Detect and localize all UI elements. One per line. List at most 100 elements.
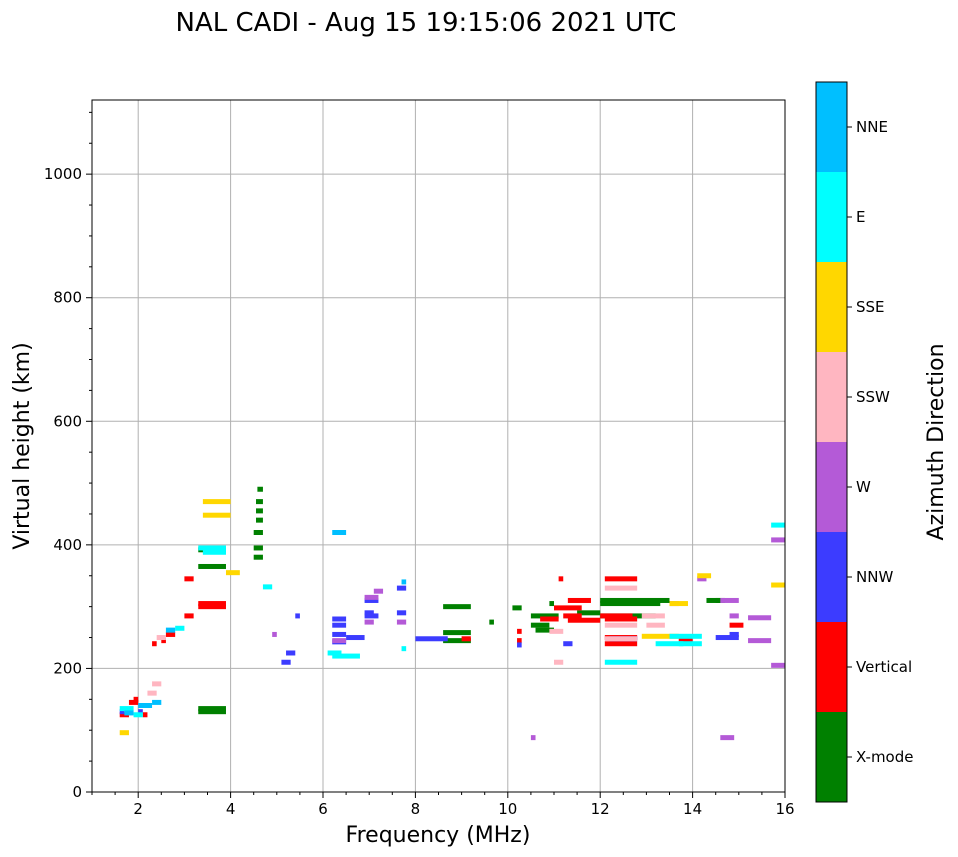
series-e <box>119 522 785 718</box>
series-sse <box>119 499 785 736</box>
echo-mark <box>554 605 582 611</box>
colorbar-segment <box>816 172 847 262</box>
colorbar-tick-label: X-mode <box>856 748 913 766</box>
echo-mark <box>147 690 157 696</box>
echo-mark <box>646 622 665 628</box>
echo-mark <box>332 530 347 535</box>
echo-mark <box>729 631 739 637</box>
echo-mark <box>540 616 559 622</box>
echo-mark <box>720 735 735 741</box>
echo-mark <box>332 638 347 644</box>
echo-mark <box>655 641 684 647</box>
echo-mark <box>257 486 263 492</box>
echo-mark <box>600 613 633 619</box>
echo-mark <box>152 681 162 687</box>
echo-mark <box>771 662 785 668</box>
echo-mark <box>262 584 273 590</box>
x-tick-label: 14 <box>683 800 702 818</box>
echo-mark <box>697 573 712 579</box>
echo-mark <box>175 625 185 631</box>
echo-mark <box>748 638 772 644</box>
colorbar-tick-label: NNE <box>856 118 888 136</box>
echo-mark <box>554 659 564 665</box>
echo-mark <box>138 703 153 708</box>
echo-mark <box>720 597 739 603</box>
echo-mark <box>443 638 471 644</box>
echo-mark <box>604 659 638 665</box>
data-marks <box>119 486 785 741</box>
series-ssw <box>147 585 665 696</box>
echo-mark <box>517 642 522 648</box>
echo-mark <box>600 601 661 607</box>
chart-title: NAL CADI - Aug 15 19:15:06 2021 UTC <box>176 8 677 38</box>
echo-mark <box>567 617 601 623</box>
echo-mark <box>641 633 679 639</box>
echo-mark <box>567 597 591 603</box>
echo-mark <box>142 712 148 718</box>
echo-mark <box>604 576 638 582</box>
echo-mark <box>133 696 139 702</box>
echo-mark <box>748 615 772 621</box>
colorbar-segment <box>816 352 847 442</box>
echo-mark <box>256 499 263 505</box>
x-tick-label: 2 <box>133 800 143 818</box>
echo-mark <box>332 616 347 622</box>
echo-mark <box>161 638 166 644</box>
echo-mark <box>332 631 347 637</box>
echo-mark <box>332 622 347 628</box>
echo-mark <box>253 545 263 551</box>
echo-mark <box>128 699 139 705</box>
colorbar-segment <box>816 712 847 802</box>
x-axis: 2 4 6 8 10 12 14 16 <box>91 792 795 818</box>
echo-mark <box>401 646 407 652</box>
grid <box>92 100 786 793</box>
echo-mark <box>198 706 226 712</box>
echo-mark <box>364 594 379 600</box>
echo-mark <box>604 641 638 647</box>
echo-mark <box>706 597 721 603</box>
echo-mark <box>715 635 739 641</box>
echo-mark <box>535 627 554 633</box>
echo-mark <box>119 706 134 712</box>
echo-mark <box>489 619 494 625</box>
echo-mark <box>604 622 638 628</box>
echo-mark <box>198 563 226 569</box>
echo-mark <box>364 619 374 625</box>
echo-mark <box>152 699 162 705</box>
echo-mark <box>119 730 129 736</box>
echo-mark <box>678 638 693 644</box>
echo-mark <box>729 613 739 619</box>
echo-mark <box>549 601 554 607</box>
colorbar: X-mode Vertical NNW W SSW SSE E NNE <box>815 81 913 803</box>
echo-mark <box>771 582 785 588</box>
colorbar-tick-label: Vertical <box>856 658 912 676</box>
x-tick-label: 4 <box>226 800 236 818</box>
echo-mark <box>198 545 226 551</box>
echo-mark <box>225 570 240 576</box>
x-tick-label: 16 <box>775 800 794 818</box>
x-axis-label: Frequency (MHz) <box>346 823 531 848</box>
echo-mark <box>401 579 407 585</box>
x-tick-label: 12 <box>591 800 610 818</box>
echo-mark <box>530 622 550 628</box>
echo-mark <box>549 628 564 634</box>
y-tick-label: 400 <box>53 536 82 554</box>
y-tick-label: 600 <box>53 412 82 430</box>
echo-mark <box>156 635 166 641</box>
colorbar-frame <box>815 81 848 803</box>
y-tick-label: 200 <box>53 659 82 677</box>
echo-mark <box>729 622 744 628</box>
echo-mark <box>512 605 522 611</box>
y-axis-label: Virtual height (km) <box>10 342 35 549</box>
y-tick-label: 1000 <box>44 165 82 183</box>
y-tick-label: 800 <box>53 289 82 307</box>
echo-mark <box>604 636 638 642</box>
echo-mark <box>198 604 226 610</box>
echo-mark <box>577 610 601 616</box>
echo-mark <box>119 709 125 715</box>
echo-mark <box>396 619 407 625</box>
echo-mark <box>641 613 665 619</box>
echo-mark <box>202 512 231 518</box>
echo-mark <box>443 604 471 610</box>
colorbar-label: Azimuth Direction <box>924 343 949 540</box>
